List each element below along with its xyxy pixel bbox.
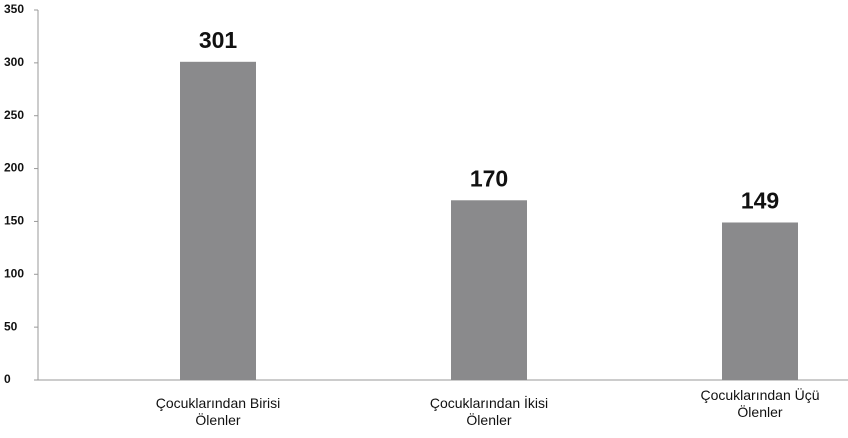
bar [451,200,527,380]
y-tick-label: 350 [4,2,24,16]
bar [722,222,798,380]
bar [180,61,256,381]
y-tick-label: 100 [4,266,24,280]
y-tick-label: 150 [4,214,24,228]
y-tick-label: 0 [4,372,11,386]
data-label: 301 [199,27,238,53]
x-tick-label: Çocuklarından Üçü Ölenler [700,387,820,420]
y-tick-label: 50 [4,319,18,333]
x-tick-label: Çocuklarından İkisi Ölenler [429,395,549,428]
data-label: 149 [741,188,779,214]
y-tick-label: 250 [4,108,24,122]
y-tick-label: 200 [4,161,24,175]
y-tick-label: 300 [4,55,24,69]
x-tick-label: Çocuklarından Birisi Ölenler [155,395,281,428]
data-label: 170 [470,165,508,191]
